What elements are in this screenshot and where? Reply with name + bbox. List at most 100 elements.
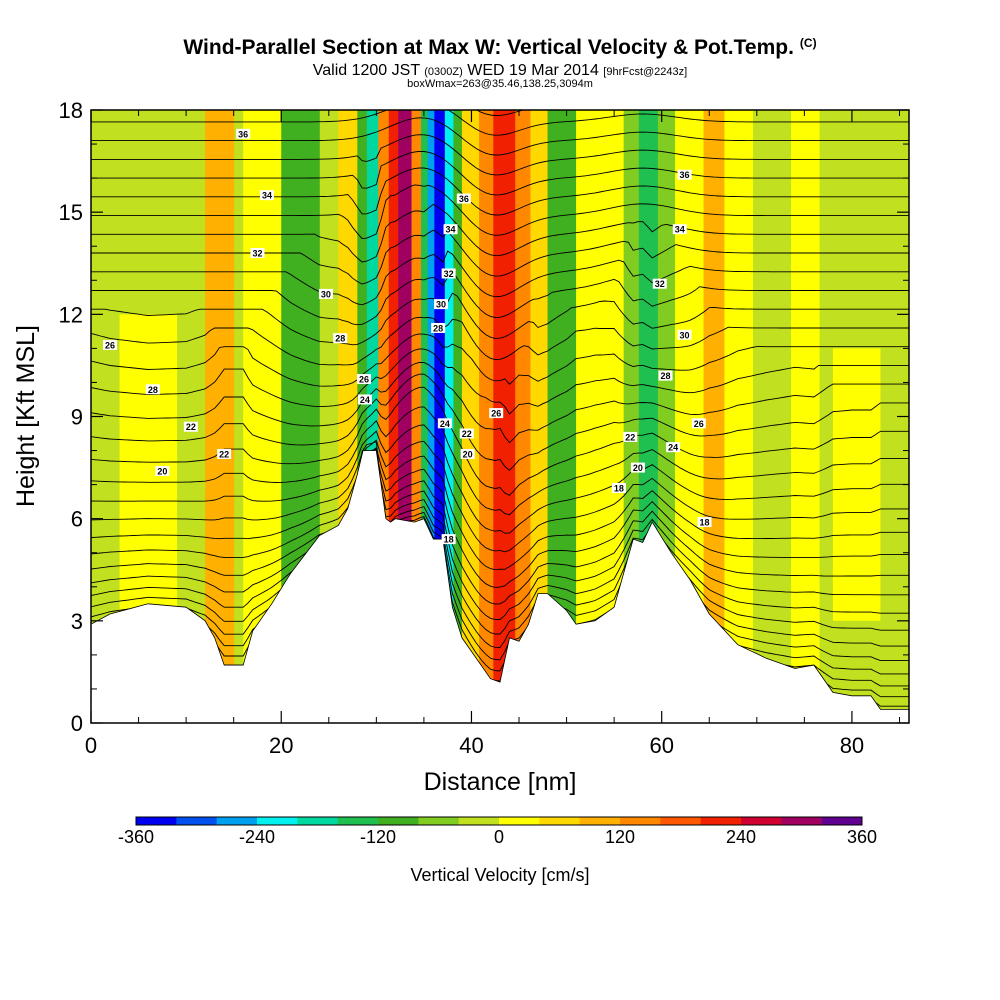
isentrope-line-20 — [91, 316, 909, 366]
contour-label-19: 20 — [460, 448, 475, 459]
isentrope-line-27 — [91, 167, 909, 216]
colorbar-title: Vertical Velocity [cm/s] — [410, 865, 589, 885]
contour-label-17: 24 — [437, 418, 452, 429]
contour-label-text-30: 20 — [633, 463, 643, 473]
contour-label-text-9: 28 — [335, 334, 345, 344]
x-tick-label-4: 80 — [840, 733, 864, 758]
isentrope-line-29 — [91, 134, 909, 176]
colorbar-swatch-4 — [297, 817, 338, 825]
isentrope-line-30 — [91, 117, 909, 156]
contour-label-9: 28 — [333, 333, 348, 344]
contour-label-3: 26 — [103, 339, 118, 350]
colorbar-swatch-12 — [620, 817, 661, 825]
contour-label-text-26: 28 — [660, 371, 670, 381]
contour-label-text-14: 32 — [444, 269, 454, 279]
contour-label-text-7: 20 — [157, 466, 167, 476]
velocity-band-21 — [530, 110, 549, 723]
contour-label-25: 30 — [677, 329, 692, 340]
contour-label-text-23: 34 — [675, 225, 685, 235]
colorbar-swatch-0 — [136, 817, 177, 825]
isentrope-line-8 — [91, 461, 909, 620]
contour-label-text-17: 24 — [440, 419, 450, 429]
isentrope-line-12 — [91, 439, 909, 553]
contour-label-15: 30 — [434, 299, 449, 310]
isentrope-line-22 — [91, 270, 909, 326]
isentrope-line-19 — [91, 333, 909, 387]
contour-label-text-8: 30 — [321, 289, 331, 299]
isentrope-line-9 — [91, 458, 909, 605]
colorbar-tick-label-1: -240 — [239, 827, 275, 847]
contour-label-text-15: 30 — [436, 300, 446, 310]
contour-label-16: 28 — [431, 322, 446, 333]
contour-label-26: 28 — [658, 370, 673, 381]
velocity-band-30 — [753, 110, 792, 723]
colorbar-swatch-9 — [499, 817, 540, 825]
x-axis-label: Distance [nm] — [424, 768, 577, 796]
contour-label-28: 24 — [666, 442, 681, 453]
velocity-band-14 — [434, 110, 447, 723]
isentrope-line-14 — [91, 406, 909, 516]
x-tick-label-2: 40 — [459, 733, 483, 758]
contour-label-27: 26 — [691, 418, 706, 429]
contour-label-2: 32 — [250, 248, 265, 259]
colorbar-tick-label-5: 240 — [726, 827, 756, 847]
contour-label-7: 20 — [155, 465, 170, 476]
colorbar-swatch-1 — [176, 817, 217, 825]
colorbar-swatch-6 — [378, 817, 419, 825]
contour-label-10: 26 — [356, 374, 371, 385]
isentrope-line-28 — [91, 150, 909, 196]
isentrope-line-10 — [91, 453, 909, 588]
contour-label-24: 32 — [652, 278, 667, 289]
y-tick-label-1: 3 — [71, 609, 83, 634]
contour-label-32: 18 — [697, 517, 712, 528]
contour-label-text-0: 36 — [238, 129, 248, 139]
isentrope-line-7 — [91, 463, 909, 635]
colorbar-tick-label-3: 0 — [494, 827, 504, 847]
velocity-band-29 — [724, 110, 754, 723]
contour-label-12: 36 — [456, 193, 471, 204]
contour-label-text-13: 34 — [446, 225, 456, 235]
contour-label-text-31: 18 — [614, 484, 624, 494]
velocity-band-28 — [703, 110, 725, 723]
title-tag: (C) — [799, 36, 817, 50]
contour-label-1: 34 — [259, 190, 274, 201]
contour-label-text-10: 26 — [359, 375, 369, 385]
chart-subtitle-2: boxWmax=263@35.46,138.25,3094m — [407, 78, 593, 90]
contour-label-5: 22 — [183, 421, 198, 432]
contour-label-text-4: 28 — [148, 385, 158, 395]
colorbar-swatch-13 — [660, 817, 701, 825]
velocity-band-31 — [791, 110, 821, 723]
terrain-mask — [91, 450, 909, 723]
contour-label-text-22: 36 — [680, 170, 690, 180]
y-tick-label-6: 18 — [59, 98, 83, 123]
colorbar-swatch-7 — [418, 817, 459, 825]
contour-label-text-20: 26 — [491, 409, 501, 419]
y-tick-label-0: 0 — [71, 711, 83, 736]
isentrope-line-5 — [91, 463, 909, 661]
colorbar-tick-label-2: -120 — [360, 827, 396, 847]
isentrope-line-32 — [475, 110, 525, 116]
y-tick-label-3: 9 — [71, 405, 83, 430]
chart-subtitle: Valid 1200 JST (0300Z) WED 19 Mar 2014 [… — [312, 62, 688, 79]
colorbar-swatch-16 — [781, 817, 822, 825]
colorbar-swatch-5 — [337, 817, 379, 825]
isentrope-line-26 — [91, 184, 909, 240]
colorbar-swatch-3 — [257, 817, 298, 825]
contour-label-20: 26 — [489, 408, 504, 419]
isentrope-line-31 — [91, 110, 909, 136]
contour-label-8: 30 — [318, 288, 333, 299]
chart-title: Wind-Parallel Section at Max W: Vertical… — [183, 36, 817, 59]
colorbar-swatch-17 — [821, 817, 863, 825]
contour-label-6: 22 — [217, 448, 232, 459]
contour-label-text-11: 24 — [360, 395, 370, 405]
isentrope-line-16 — [91, 373, 909, 471]
colorbar-swatch-11 — [579, 817, 621, 825]
colorbar-swatch-8 — [458, 817, 500, 825]
velocity-band-12 — [421, 110, 430, 723]
contour-label-text-24: 32 — [655, 279, 665, 289]
contour-label-text-18: 22 — [462, 429, 472, 439]
velocity-band-16 — [453, 110, 464, 723]
contour-label-14: 32 — [441, 268, 456, 279]
velocity-band-11 — [411, 110, 423, 723]
